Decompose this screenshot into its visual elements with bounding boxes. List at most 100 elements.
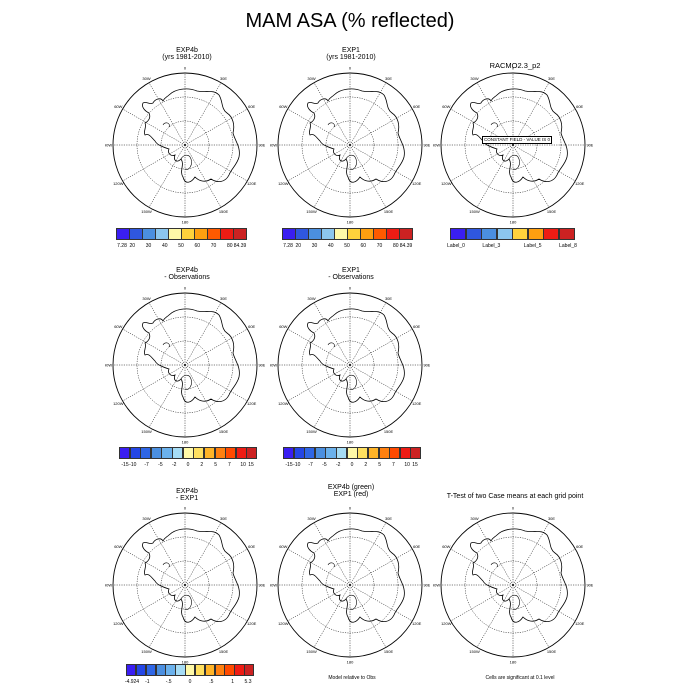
map-boundary [112, 292, 258, 438]
colorbar-box [314, 447, 326, 459]
panel-title-line: EXP1 [342, 47, 360, 54]
panel-title-ttest: T-Test of two Case means at each grid po… [420, 493, 610, 500]
colorbar-box [155, 228, 169, 240]
colorbar-box [386, 228, 400, 240]
colorbar-box [155, 664, 166, 676]
colorbar-label: 30 [311, 243, 318, 249]
map-boundary [440, 72, 586, 218]
colorbar-label: 40 [327, 243, 334, 249]
colorbar-label: -2 [335, 462, 341, 468]
meridian-gridline [349, 548, 413, 586]
panel-title-exp1: EXP1 (yrs 1981-2010) [266, 47, 436, 61]
longitude-label: 0 [512, 506, 515, 511]
colorbar-label: 50 [178, 243, 184, 249]
meridian-gridline [512, 584, 576, 622]
meridian-gridline [349, 108, 413, 146]
longitude-label: 120E [412, 401, 422, 406]
longitude-label: 30E [385, 76, 392, 81]
longitude-label: 60E [413, 544, 420, 549]
longitude-label: 30W [142, 516, 150, 521]
polar-map-green-red: 0 30E 60E 90E 120E 150E 180 150W 120W 90W 60W 30W [269, 505, 431, 665]
colorbar-label: 80 [392, 243, 399, 249]
longitude-label: 90E [258, 363, 265, 368]
longitude-label: 90E [258, 583, 265, 588]
longitude-label: 90E [586, 583, 593, 588]
colorbar-box [233, 228, 247, 240]
colorbar-box [558, 228, 575, 240]
polar-map-exp1-obs: 0 30E 60E 90E 120E 150E 180 150W 120W 90W 60W 30W [269, 285, 431, 445]
colorbar-box [214, 447, 226, 459]
meridian-gridline [184, 328, 248, 366]
colorbar-label: 7.28 [117, 243, 127, 249]
longitude-label: 90E [258, 143, 265, 148]
colorbar-label: 80 [226, 243, 233, 249]
meridian-gridline [184, 364, 222, 428]
longitude-label: 120E [575, 181, 585, 186]
colorbar-box [203, 447, 216, 459]
colorbar-box [142, 228, 156, 240]
colorbar-box [220, 228, 234, 240]
meridian-gridline [512, 584, 550, 648]
colorbar-box [465, 228, 482, 240]
meridian-gridline [184, 144, 222, 208]
panel-title-line: EXP4b (green) [327, 484, 375, 491]
polar-map-svg: 0 30E 60E 90E 120E 150E 180 150W 120W 90W 60W 30W [104, 506, 266, 665]
meridian-gridline [184, 364, 248, 402]
colorbar-box [225, 447, 237, 459]
colorbar-box [129, 447, 141, 459]
colorbar-box [334, 228, 348, 240]
colorbar-label: Label_8 [559, 243, 577, 249]
colorbar-box [304, 447, 316, 459]
meridian-gridline [512, 548, 576, 586]
panel-title-line: - EXP1 [175, 495, 199, 502]
longitude-label: 180 [182, 660, 189, 665]
longitude-label: 120E [575, 621, 585, 626]
polar-map-svg: 0 30E 60E 90E 120E 150E 180 150W 120W 90W 60W 30W [269, 286, 431, 445]
meridian-gridline [450, 584, 514, 622]
colorbar-box [399, 447, 411, 459]
colorbar-label: 5.3 [244, 679, 252, 685]
longitude-label: 90E [423, 143, 430, 148]
colorbar-box [181, 228, 195, 240]
colorbar-label: Label_5 [523, 243, 542, 249]
colorbar-label: 70 [210, 243, 217, 249]
colorbar-exp1: 7.28 20 30 40 50 60 70 80 84.39 [282, 228, 413, 249]
meridian-gridline [184, 522, 222, 586]
colorbar-label: -.5 [165, 679, 172, 685]
colorbar-box [246, 447, 258, 459]
panel-title-racmo: RACMO2.3_p2 [430, 62, 600, 70]
colorbar-box [373, 228, 387, 240]
ice-shelf-outline [327, 342, 357, 390]
colorbar-box [399, 228, 413, 240]
colorbar-box [126, 664, 137, 676]
polar-map-svg: 0 30E 60E 90E 120E 150E 180 150W 120W 90W 60W 30W [432, 66, 594, 225]
colorbar-box [244, 664, 255, 676]
meridian-gridline [313, 522, 351, 586]
colorbar-box [119, 447, 131, 459]
note-model-relative: Model relative to Obs [328, 675, 376, 681]
longitude-label: 30W [307, 76, 315, 81]
meridian-gridline [148, 364, 186, 428]
longitude-label: 150W [141, 649, 152, 654]
colorbar-box [347, 228, 361, 240]
colorbar-label: 10 [404, 462, 410, 468]
longitude-label: 60W [114, 104, 122, 109]
page-title: MAM ASA (% reflected) [245, 10, 455, 32]
colorbar-label: 30 [145, 243, 152, 249]
longitude-label: 120W [113, 401, 124, 406]
colorbar-box [185, 664, 196, 676]
longitude-label: 120W [113, 181, 124, 186]
longitude-label: 60E [248, 544, 255, 549]
longitude-label: 30E [220, 296, 227, 301]
colorbar-label: Label_0 [447, 243, 465, 249]
ice-shelf-outline [327, 562, 357, 610]
meridian-gridline [349, 328, 413, 366]
panel-title-green-red: EXP4b (green) EXP1 (red) [266, 484, 436, 498]
longitude-label: 60E [576, 544, 583, 549]
meridian-gridline [349, 584, 413, 622]
colorbar-box [496, 228, 513, 240]
longitude-label: 150W [306, 649, 317, 654]
meridian-gridline [184, 82, 222, 146]
longitude-label: 0 [349, 506, 352, 511]
meridian-gridline [349, 82, 387, 146]
